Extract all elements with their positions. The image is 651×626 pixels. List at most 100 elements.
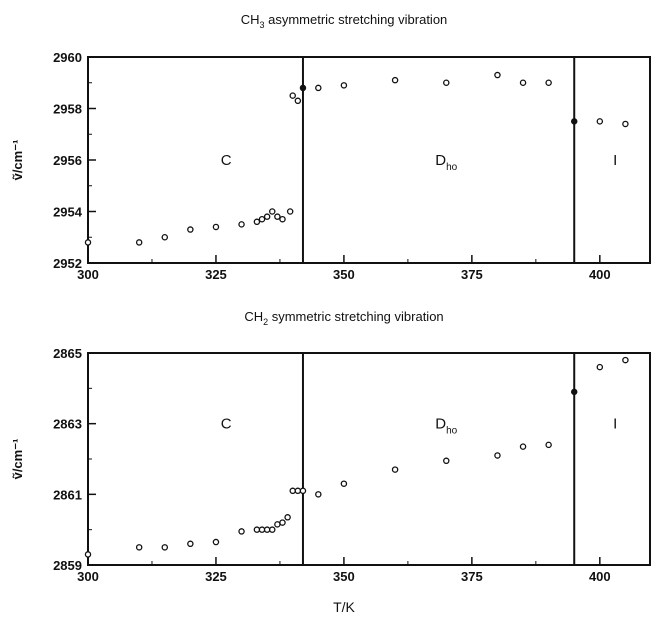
y-tick-label: 2865 — [53, 346, 82, 361]
region-label-main: D — [435, 152, 446, 169]
data-point — [284, 514, 291, 521]
title-subscript: 2 — [263, 317, 268, 327]
data-point — [269, 526, 276, 533]
y-tick-label: 2859 — [53, 558, 82, 573]
data-point — [315, 491, 322, 498]
region-label: I — [613, 416, 617, 433]
data-point — [274, 521, 281, 528]
data-point — [596, 118, 604, 125]
x-tick-label: 300 — [77, 267, 99, 282]
data-point — [279, 519, 286, 526]
data-point — [253, 218, 261, 226]
data-point — [253, 526, 261, 533]
y-tick-label: 2960 — [53, 50, 82, 65]
region-label-main: C — [221, 152, 232, 169]
plot-frame — [87, 56, 651, 264]
data-point — [519, 79, 527, 87]
region-label: C — [221, 416, 232, 433]
data-point — [494, 452, 501, 459]
y-tick-label: 2954 — [53, 205, 83, 220]
data-point — [545, 441, 552, 449]
chart-title: CH3 asymmetric stretching vibration — [241, 12, 448, 30]
data-point — [596, 363, 604, 371]
data-point — [279, 215, 286, 223]
x-axis-label: T/K — [333, 599, 355, 615]
x-tick-label: 325 — [205, 267, 227, 282]
data-point — [187, 226, 194, 233]
title-subscript: 3 — [259, 20, 264, 30]
y-tick-label: 2863 — [53, 417, 82, 432]
panel-2: CH2 symmetric stretching vibration 2859 28… — [10, 309, 651, 615]
region-label: Dho — [435, 416, 457, 437]
data-point — [258, 215, 266, 223]
x-tick-label: 325 — [205, 569, 227, 584]
data-point — [622, 120, 629, 128]
region-label: C — [221, 152, 232, 169]
data-point — [545, 79, 552, 87]
data-point — [263, 526, 271, 533]
data-point — [212, 538, 220, 546]
data-point — [161, 544, 169, 551]
data-point — [161, 233, 169, 241]
data-point — [570, 388, 578, 396]
region-label: Dho — [435, 152, 457, 173]
x-tick-label: 375 — [461, 267, 483, 282]
data-point — [269, 208, 276, 215]
panel-1: CH3 asymmetric stretching vibration 2952 2… — [10, 12, 651, 282]
y-tick-label: 2956 — [53, 153, 82, 168]
y-tick-label: 2958 — [53, 102, 82, 117]
data-point — [294, 487, 302, 495]
data-point — [315, 84, 322, 92]
x-tick-label: 375 — [461, 569, 483, 584]
x-tick-label: 400 — [589, 267, 611, 282]
data-point — [286, 208, 294, 215]
data-point — [519, 443, 527, 450]
x-tick-label: 350 — [333, 569, 355, 584]
data-point — [294, 97, 302, 105]
y-axis-label: ṽ/cm⁻¹ — [10, 140, 25, 181]
data-point — [622, 356, 629, 364]
y-tick-label: 2952 — [53, 256, 82, 271]
plot-frame — [87, 352, 651, 566]
data-point — [570, 118, 578, 125]
data-point — [340, 82, 348, 89]
title-rest: asymmetric stretching vibration — [265, 12, 448, 27]
region-label-main: C — [221, 416, 232, 433]
data-point — [187, 540, 194, 548]
data-point — [135, 544, 143, 551]
data-point — [135, 239, 143, 246]
region-label-main: I — [613, 416, 617, 433]
x-tick-label: 300 — [77, 569, 99, 584]
data-point — [263, 213, 271, 220]
x-tick-label: 350 — [333, 267, 355, 282]
data-point — [238, 221, 245, 228]
data-point — [443, 79, 450, 87]
data-point — [274, 213, 281, 220]
y-axis-label: ṽ/cm⁻¹ — [10, 439, 25, 480]
data-point — [212, 223, 220, 231]
region-label-subscript: ho — [446, 162, 458, 173]
region-label-subscript: ho — [446, 426, 458, 437]
data-point — [494, 71, 501, 79]
region-label: I — [613, 152, 617, 169]
data-point — [289, 487, 296, 495]
data-point — [238, 528, 245, 535]
data-point — [258, 526, 266, 533]
data-point — [84, 551, 92, 558]
region-label-main: I — [613, 152, 617, 169]
data-point — [391, 466, 399, 473]
data-point — [299, 84, 307, 92]
data-point — [443, 457, 450, 465]
title-main: CH — [244, 309, 263, 324]
title-main: CH — [241, 12, 260, 27]
chart-title: CH2 symmetric stretching vibration — [244, 309, 443, 327]
y-tick-label: 2861 — [53, 487, 82, 502]
data-point — [299, 487, 307, 495]
data-point — [391, 76, 399, 84]
data-point — [340, 480, 348, 487]
data-point — [84, 239, 92, 246]
title-rest: symmetric stretching vibration — [268, 309, 444, 324]
region-label-main: D — [435, 416, 446, 433]
data-point — [289, 92, 296, 99]
